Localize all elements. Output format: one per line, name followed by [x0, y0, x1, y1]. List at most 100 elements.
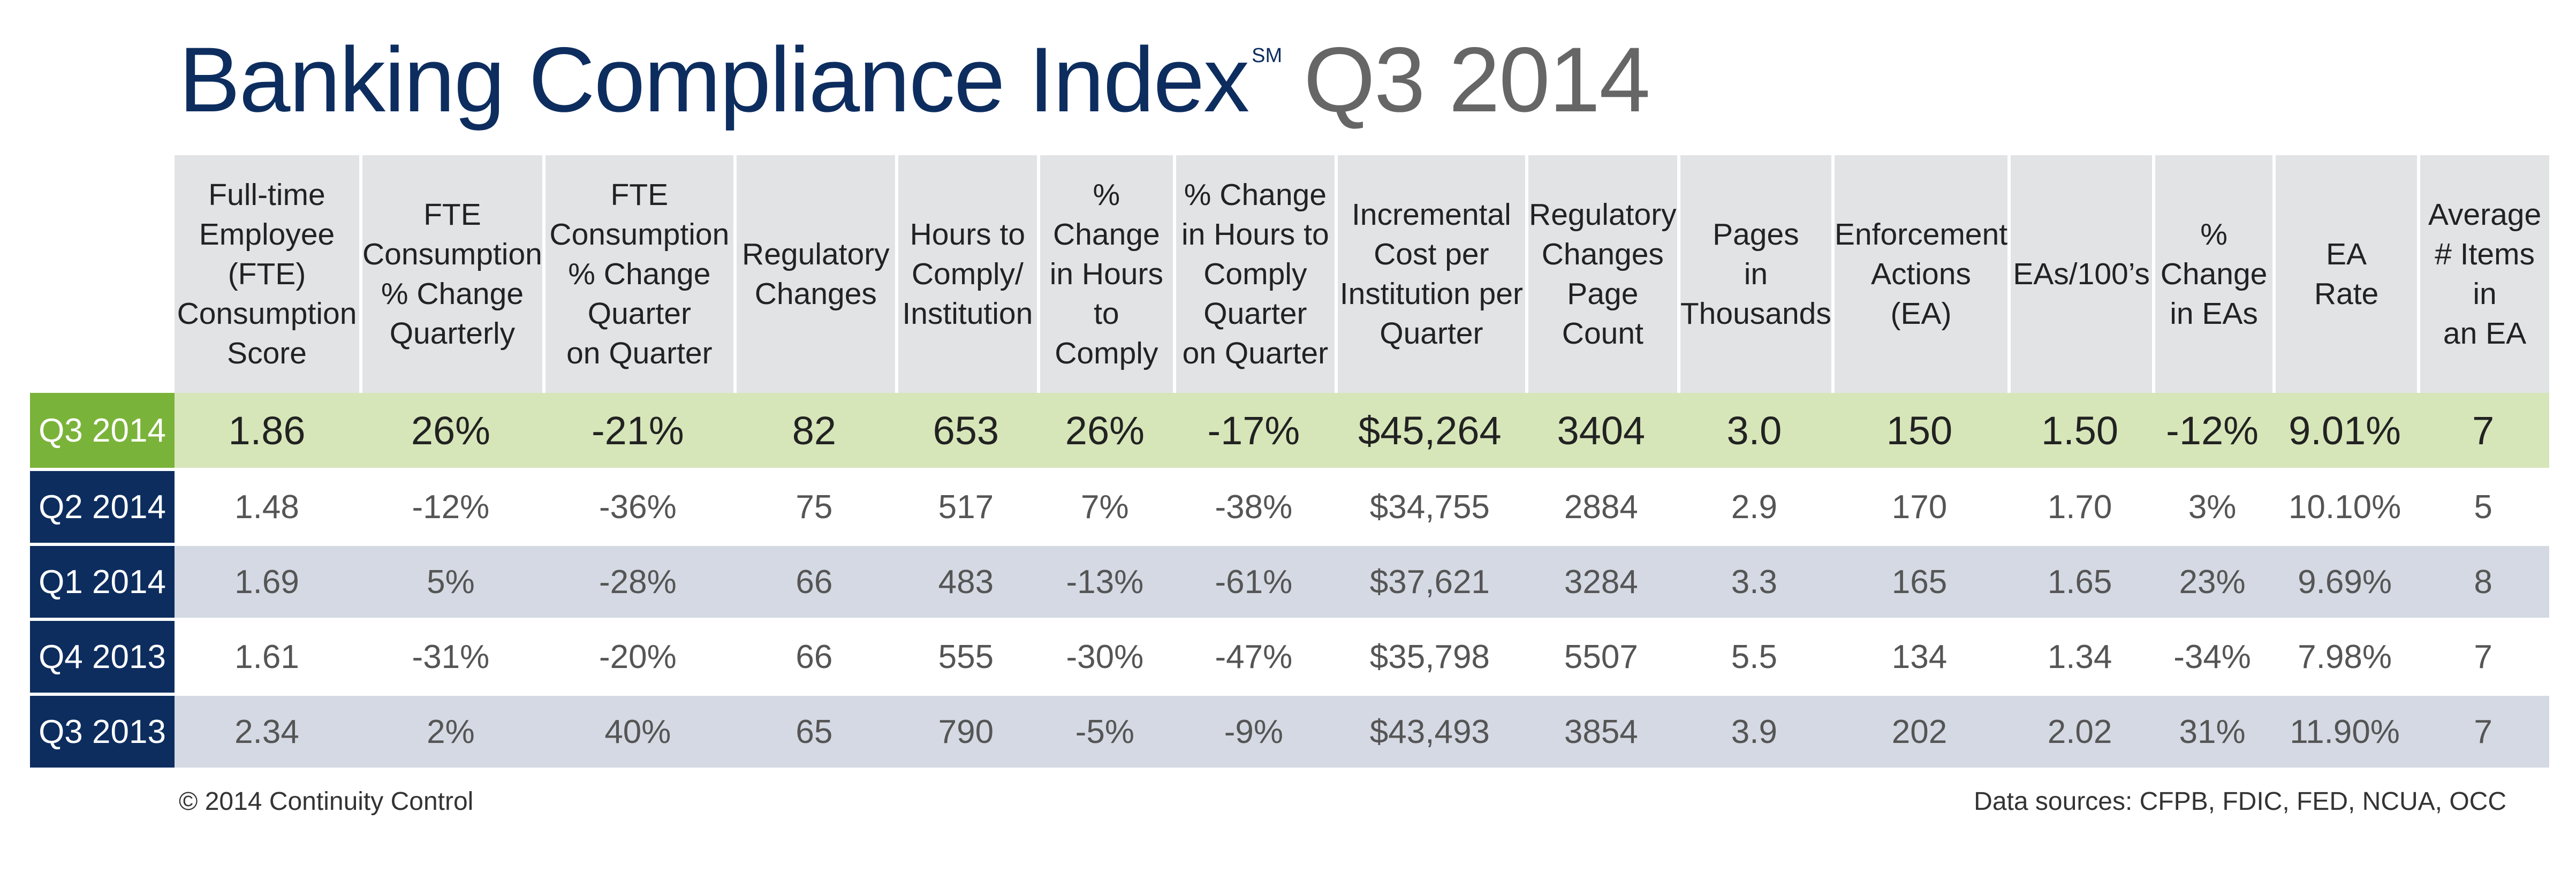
service-mark: SM — [1252, 44, 1283, 67]
data-sources-note: Data sources: CFPB, FDIC, FED, NCUA, OCC — [1974, 787, 2506, 816]
table-cell: 26% — [359, 393, 542, 468]
table-cell: $37,621 — [1334, 543, 1525, 618]
table-cell: 790 — [895, 693, 1037, 768]
table-cell: 1.48 — [175, 468, 359, 543]
table-cell: 3.3 — [1677, 543, 1831, 618]
column-header: FTE Consumption% Change Quarter on Quarter — [542, 155, 733, 393]
column-header: EA Rate — [2272, 155, 2418, 393]
copyright-note: © 2014 Continuity Control — [179, 787, 474, 816]
column-header: % Change in Hours to Comply Quarter on Quart… — [1172, 155, 1335, 393]
table-cell: 8 — [2417, 543, 2550, 618]
column-header: % Change in EAs — [2152, 155, 2273, 393]
table-cell: 7 — [2417, 393, 2550, 468]
page-title: Banking Compliance Index SM Q3 2014 — [179, 27, 1650, 134]
table-cell: 1.65 — [2007, 543, 2153, 618]
table-cell: 7% — [1036, 468, 1173, 543]
header-row: Full-time Employee (FTE) Consumption Score F… — [30, 155, 2550, 393]
table-cell: 3.0 — [1677, 393, 1831, 468]
table-cell: -38% — [1172, 468, 1335, 543]
table-cell: 31% — [2152, 693, 2273, 768]
table-cell: -17% — [1172, 393, 1335, 468]
table-cell: 170 — [1831, 468, 2008, 543]
table-cell: 66 — [733, 543, 895, 618]
table-cell: -21% — [542, 393, 733, 468]
row-quarter-label: Q1 2014 — [30, 543, 175, 618]
table-cell: 5% — [359, 543, 542, 618]
table-cell: 1.69 — [175, 543, 359, 618]
table-cell: 165 — [1831, 543, 2008, 618]
table-cell: -9% — [1172, 693, 1335, 768]
table-cell: 66 — [733, 618, 895, 693]
title-main: Banking Compliance Index — [179, 28, 1249, 131]
table-cell: 65 — [733, 693, 895, 768]
table-cell: 5.5 — [1677, 618, 1831, 693]
table-cell: 1.61 — [175, 618, 359, 693]
title-period: Q3 2014 — [1304, 28, 1650, 131]
column-header: Enforcement Actions (EA) — [1831, 155, 2008, 393]
table-cell: -28% — [542, 543, 733, 618]
table-row: Q1 2014 1.69 5% -28% 66 483 -13% -61% $37,621 328… — [30, 543, 2550, 618]
table-cell: 3.9 — [1677, 693, 1831, 768]
column-header: Incremental Cost per Institution per Quarte… — [1334, 155, 1525, 393]
table-cell: 1.34 — [2007, 618, 2153, 693]
table-row-latest: Q3 2014 1.86 26% -21% 82 653 26% -17% $45,264 340… — [30, 393, 2550, 468]
table-cell: -20% — [542, 618, 733, 693]
compliance-index-table: Full-time Employee (FTE) Consumption Score F… — [30, 155, 2550, 768]
column-header: EAs/100’s — [2007, 155, 2153, 393]
table-cell: 555 — [895, 618, 1037, 693]
column-header: Average # Items in an EA — [2417, 155, 2550, 393]
table-cell: $45,264 — [1334, 393, 1525, 468]
table-cell: -47% — [1172, 618, 1335, 693]
table-cell: 1.50 — [2007, 393, 2153, 468]
table-row: Q4 2013 1.61 -31% -20% 66 555 -30% -47% $35,798 5… — [30, 618, 2550, 693]
column-header: % Change in Hours to Comply — [1036, 155, 1173, 393]
table-cell: 2% — [359, 693, 542, 768]
table-cell: 82 — [733, 393, 895, 468]
table-cell: 2.02 — [2007, 693, 2153, 768]
table-cell: 7.98% — [2272, 618, 2418, 693]
table-cell: 3% — [2152, 468, 2273, 543]
table-body: Q3 2014 1.86 26% -21% 82 653 26% -17% $45,264 340… — [30, 393, 2550, 768]
table-cell: -13% — [1036, 543, 1173, 618]
table-cell: 134 — [1831, 618, 2008, 693]
table-cell: 7 — [2417, 693, 2550, 768]
column-header: Pages in Thousands — [1677, 155, 1831, 393]
table-cell: 517 — [895, 468, 1037, 543]
row-quarter-label: Q3 2013 — [30, 693, 175, 768]
table-cell: 75 — [733, 468, 895, 543]
table-cell: 150 — [1831, 393, 2008, 468]
table-cell: 3284 — [1525, 543, 1677, 618]
table-cell: 9.01% — [2272, 393, 2418, 468]
table-cell: 3404 — [1525, 393, 1677, 468]
table-cell: 23% — [2152, 543, 2273, 618]
table-cell: 11.90% — [2272, 693, 2418, 768]
table-row: Q3 2013 2.34 2% 40% 65 790 -5% -9% $43,493 3854 3.… — [30, 693, 2550, 768]
table-cell: $35,798 — [1334, 618, 1525, 693]
table-cell: 9.69% — [2272, 543, 2418, 618]
table-cell: 7 — [2417, 618, 2550, 693]
table-cell: -31% — [359, 618, 542, 693]
column-header: Hours to Comply/Institution — [895, 155, 1037, 393]
table-cell: -61% — [1172, 543, 1335, 618]
table-cell: -5% — [1036, 693, 1173, 768]
table-cell: 40% — [542, 693, 733, 768]
table-cell: 1.70 — [2007, 468, 2153, 543]
table-cell: -12% — [359, 468, 542, 543]
column-header: Full-time Employee (FTE) Consumption Score — [175, 155, 359, 393]
column-header: Regulatory Changes — [733, 155, 895, 393]
table-cell: 2884 — [1525, 468, 1677, 543]
table-row: Q2 2014 1.48 -12% -36% 75 517 7% -38% $34,755 288… — [30, 468, 2550, 543]
table-cell: 2.34 — [175, 693, 359, 768]
table-cell: $34,755 — [1334, 468, 1525, 543]
table-cell: 483 — [895, 543, 1037, 618]
table-cell: 5507 — [1525, 618, 1677, 693]
table-cell: 202 — [1831, 693, 2008, 768]
table-cell: $43,493 — [1334, 693, 1525, 768]
column-header: Regulatory Changes Page Count — [1525, 155, 1677, 393]
table-cell: -34% — [2152, 618, 2273, 693]
table-cell: 26% — [1036, 393, 1173, 468]
table-cell: -36% — [542, 468, 733, 543]
header-corner — [30, 155, 175, 393]
table-cell: 653 — [895, 393, 1037, 468]
table-cell: -12% — [2152, 393, 2273, 468]
